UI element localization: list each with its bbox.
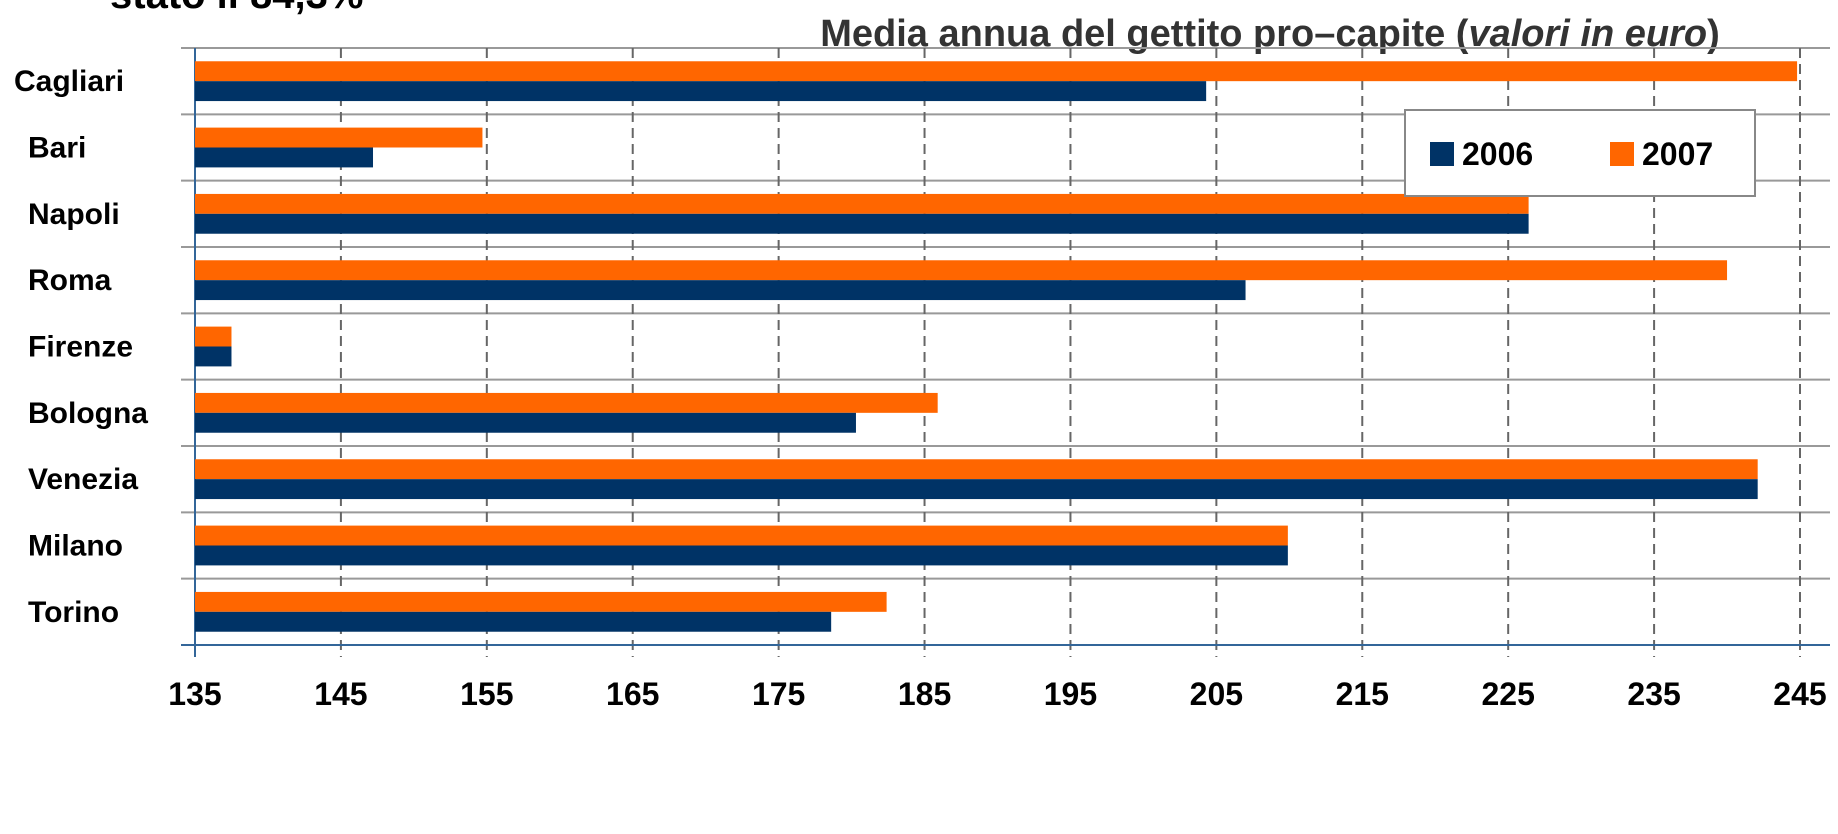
category-label: Napoli [28,198,120,231]
x-tick-label: 205 [1190,676,1243,712]
category-label: Bari [28,132,86,165]
bar [195,147,374,168]
header-text: stato il 84,3% [110,0,363,17]
bar [195,611,832,632]
legend-box [1404,109,1756,197]
bar [195,326,232,347]
category-label: Firenze [28,331,133,364]
x-tick-label: 225 [1481,676,1534,712]
x-tick-label: 165 [606,676,659,712]
x-tick-label: 145 [314,676,367,712]
bar [195,193,1529,214]
x-tick-label: 155 [460,676,513,712]
legend-label: 2007 [1642,136,1713,172]
legend-swatch [1430,142,1454,166]
bar [195,260,1728,281]
bar [195,346,232,367]
legend: 2006 2007 [1404,109,1756,197]
category-label: Venezia [28,463,138,496]
bar [195,412,856,433]
bar [195,61,1798,82]
legend-label: 2006 [1462,136,1533,172]
x-tick-label: 175 [752,676,805,712]
legend-swatch [1610,142,1634,166]
bar [195,81,1207,102]
bar [195,213,1529,234]
bar [195,479,1758,500]
category-label: Roma [28,264,112,297]
category-label: Cagliari [14,65,124,98]
category-label: Torino [28,596,119,629]
category-label: Bologna [28,397,148,430]
x-tick-label: 215 [1336,676,1389,712]
title-part: ) [1707,13,1720,55]
x-tick-label: 135 [168,676,221,712]
bar [195,525,1288,546]
x-tick-label: 185 [898,676,951,712]
x-tick-label: 245 [1773,676,1826,712]
bar [195,127,483,148]
x-tick-label: 195 [1044,676,1097,712]
x-tick-label: 235 [1627,676,1680,712]
bar [195,459,1758,480]
category-label: Milano [28,530,123,563]
bar [195,591,887,612]
bar [195,280,1246,301]
bar [195,545,1288,566]
bar [195,392,938,413]
